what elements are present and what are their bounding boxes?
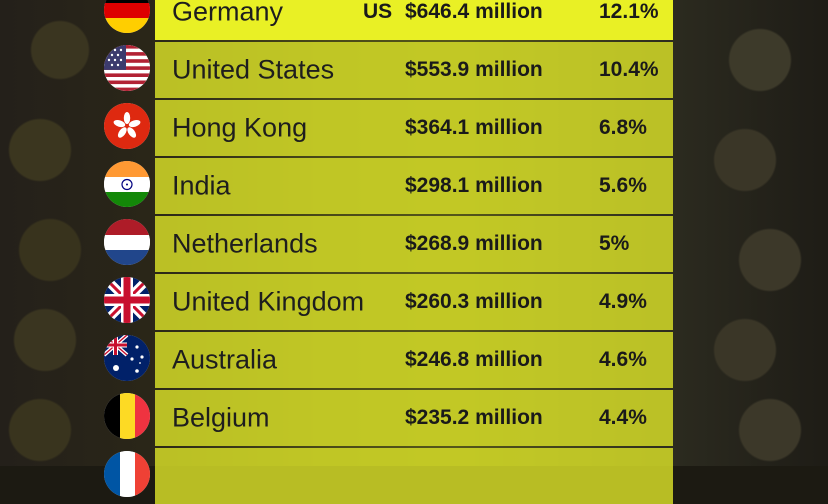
trade-share: 10.4% — [599, 58, 659, 81]
france-flag-icon — [104, 451, 150, 497]
table-row: Germany US $646.4 million 12.1% — [155, 0, 673, 40]
table-row: Netherlands $268.9 million 5% — [155, 216, 673, 272]
trade-share: 12.1% — [599, 0, 659, 23]
country-name: Australia — [172, 344, 278, 375]
country-name: Netherlands — [172, 228, 318, 259]
country-name: United States — [172, 54, 335, 85]
country-name: United Kingdom — [172, 286, 365, 317]
trade-value: $364.1 million — [405, 116, 543, 139]
table-row: United Kingdom $260.3 million 4.9% — [155, 274, 673, 330]
table-row-partial — [155, 448, 673, 504]
table-row: Hong Kong $364.1 million 6.8% — [155, 100, 673, 156]
country-name: Hong Kong — [172, 112, 308, 143]
trade-value: $246.8 million — [405, 348, 543, 371]
table-row: Belgium $235.2 million 4.4% — [155, 390, 673, 446]
trade-value: $553.9 million — [405, 58, 543, 81]
table-row: Australia $246.8 million 4.6% — [155, 332, 673, 388]
table-row: United States $553.9 million 10.4% — [155, 42, 673, 98]
currency-prefix: US — [363, 0, 393, 23]
trade-share: 4.9% — [599, 290, 647, 313]
hong-kong-flag-icon — [104, 103, 150, 149]
trade-share: 6.8% — [599, 116, 647, 139]
united-kingdom-flag-icon — [104, 277, 150, 323]
trade-value: $646.4 million — [405, 0, 543, 23]
trade-value: $260.3 million — [405, 290, 543, 313]
trade-share: 5% — [599, 232, 630, 255]
trade-share: 4.4% — [599, 406, 647, 429]
germany-flag-icon — [104, 0, 150, 33]
trade-value: $268.9 million — [405, 232, 543, 255]
trade-value: $298.1 million — [405, 174, 543, 197]
trade-share: 4.6% — [599, 348, 647, 371]
table-row: India $298.1 million 5.6% — [155, 158, 673, 214]
trade-share: 5.6% — [599, 174, 647, 197]
country-name: Belgium — [172, 402, 270, 433]
country-name: India — [172, 170, 231, 201]
trade-value: $235.2 million — [405, 406, 543, 429]
country-name: Germany — [172, 0, 284, 27]
india-flag-icon — [104, 161, 150, 207]
united-states-flag-icon — [104, 45, 150, 91]
australia-flag-icon — [104, 335, 150, 381]
netherlands-flag-icon — [104, 219, 150, 265]
trade-table: Germany US $646.4 million 12.1% United S… — [155, 0, 673, 504]
belgium-flag-icon — [104, 393, 150, 439]
